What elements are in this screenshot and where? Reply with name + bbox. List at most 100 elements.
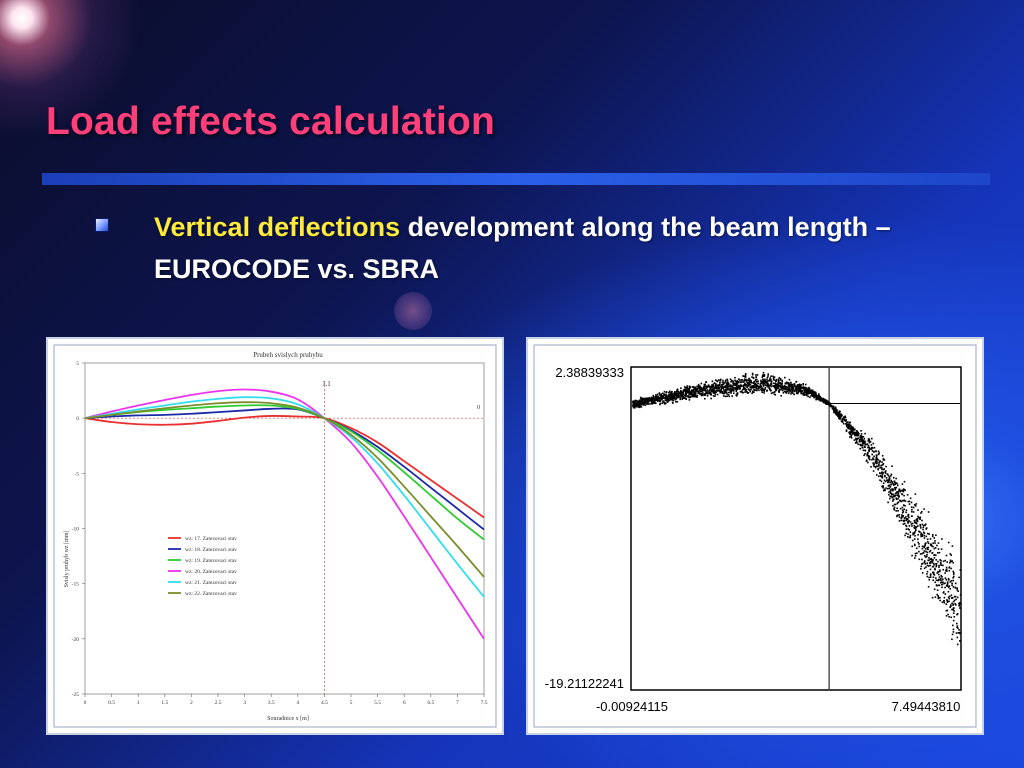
scatter-point <box>657 397 659 400</box>
scatter-point <box>956 622 958 625</box>
scatter-point <box>770 383 773 386</box>
legend-entry: wz: 19. Zatezovaci stav <box>185 558 237 564</box>
y-tick-label: -5 <box>74 471 79 477</box>
scatter-point <box>735 381 738 384</box>
scatter-point <box>927 565 930 567</box>
scatter-point <box>714 385 717 387</box>
scatter-point <box>763 392 765 394</box>
scatter-point <box>868 449 870 452</box>
scatter-point <box>893 476 895 479</box>
scatter-point <box>845 430 848 433</box>
scatter-point <box>665 402 667 405</box>
scatter-point <box>855 441 858 443</box>
scatter-point <box>751 386 753 388</box>
scatter-point <box>866 453 869 455</box>
scatter-point <box>808 391 811 394</box>
scatter-point <box>786 386 789 388</box>
scatter-point <box>923 532 926 535</box>
scatter-point <box>695 390 698 392</box>
scatter-point <box>714 391 716 394</box>
scatter-point <box>896 491 898 493</box>
scatter-point <box>633 405 636 408</box>
scatter-point <box>850 429 853 431</box>
scatter-point <box>929 538 932 540</box>
scatter-point <box>690 389 693 392</box>
scatter-point <box>669 390 671 393</box>
scatter-point <box>832 409 835 412</box>
scatter-point <box>887 480 890 482</box>
scatter-point <box>952 600 955 603</box>
scatter-point <box>703 383 706 386</box>
scatter-point <box>882 489 885 492</box>
scatter-point <box>739 386 741 389</box>
scatter-point <box>952 612 955 614</box>
scatter-point <box>852 431 854 434</box>
scatter-point <box>813 392 816 395</box>
scatter-point <box>850 426 852 428</box>
scatter-point <box>928 533 930 535</box>
scatter-point <box>661 402 663 405</box>
scatter-point <box>871 450 874 452</box>
scatter-point <box>907 515 909 517</box>
scatter-point <box>754 382 757 385</box>
scatter-point <box>767 373 769 375</box>
scatter-point <box>674 398 677 401</box>
scatter-point <box>773 386 776 388</box>
scatter-point <box>829 404 831 406</box>
scatter-point <box>921 547 924 550</box>
scatter-point <box>692 386 695 388</box>
scatter-point <box>890 492 893 495</box>
scatter-point <box>844 416 847 419</box>
scatter-point <box>836 409 838 411</box>
scatter-point <box>712 385 715 387</box>
scatter-point <box>948 597 950 600</box>
scatter-point <box>926 546 929 549</box>
x-tick-label: 7 <box>456 700 459 706</box>
scatter-point <box>881 475 883 478</box>
scatter-point <box>785 392 788 394</box>
scatter-point <box>841 418 844 420</box>
scatter-point <box>937 542 940 544</box>
scatter-point <box>948 616 950 618</box>
scatter-point <box>724 389 727 391</box>
scatter-point <box>863 445 866 448</box>
scatter-point <box>948 600 950 603</box>
scatter-point <box>930 557 933 560</box>
scatter-point <box>656 393 659 396</box>
scatter-point <box>932 576 935 578</box>
scatter-point <box>907 520 909 523</box>
scatter-point <box>861 441 864 444</box>
scatter-point <box>861 439 863 441</box>
scatter-point <box>766 380 768 383</box>
scatter-point <box>845 419 847 421</box>
scatter-point <box>728 385 731 387</box>
scatter-point <box>777 378 780 381</box>
scatter-point <box>654 401 656 403</box>
scatter-point <box>870 466 872 468</box>
scatter-point <box>653 398 656 400</box>
scatter-point <box>847 421 849 423</box>
scatter-point <box>840 415 842 418</box>
scatter-point <box>871 453 873 456</box>
scatter-point <box>706 386 709 388</box>
scatter-point <box>697 387 699 390</box>
y-tick-label: -15 <box>72 582 80 588</box>
scatter-point <box>866 454 868 456</box>
scatter-point <box>917 538 919 540</box>
scatter-point <box>933 588 936 591</box>
scatter-point <box>716 389 718 391</box>
scatter-point <box>923 546 926 549</box>
scatter-point <box>654 398 657 400</box>
scatter-point <box>858 438 861 441</box>
scatter-point <box>706 389 709 391</box>
scatter-point <box>671 390 673 393</box>
scatter-point <box>641 403 643 406</box>
scatter-point <box>757 387 760 390</box>
scatter-point <box>676 388 679 391</box>
scatter-point <box>904 505 906 507</box>
scatter-point <box>746 386 748 389</box>
scatter-point <box>799 387 802 390</box>
scatter-point <box>863 454 865 457</box>
scatter-point <box>687 390 690 392</box>
scatter-point <box>939 570 941 573</box>
